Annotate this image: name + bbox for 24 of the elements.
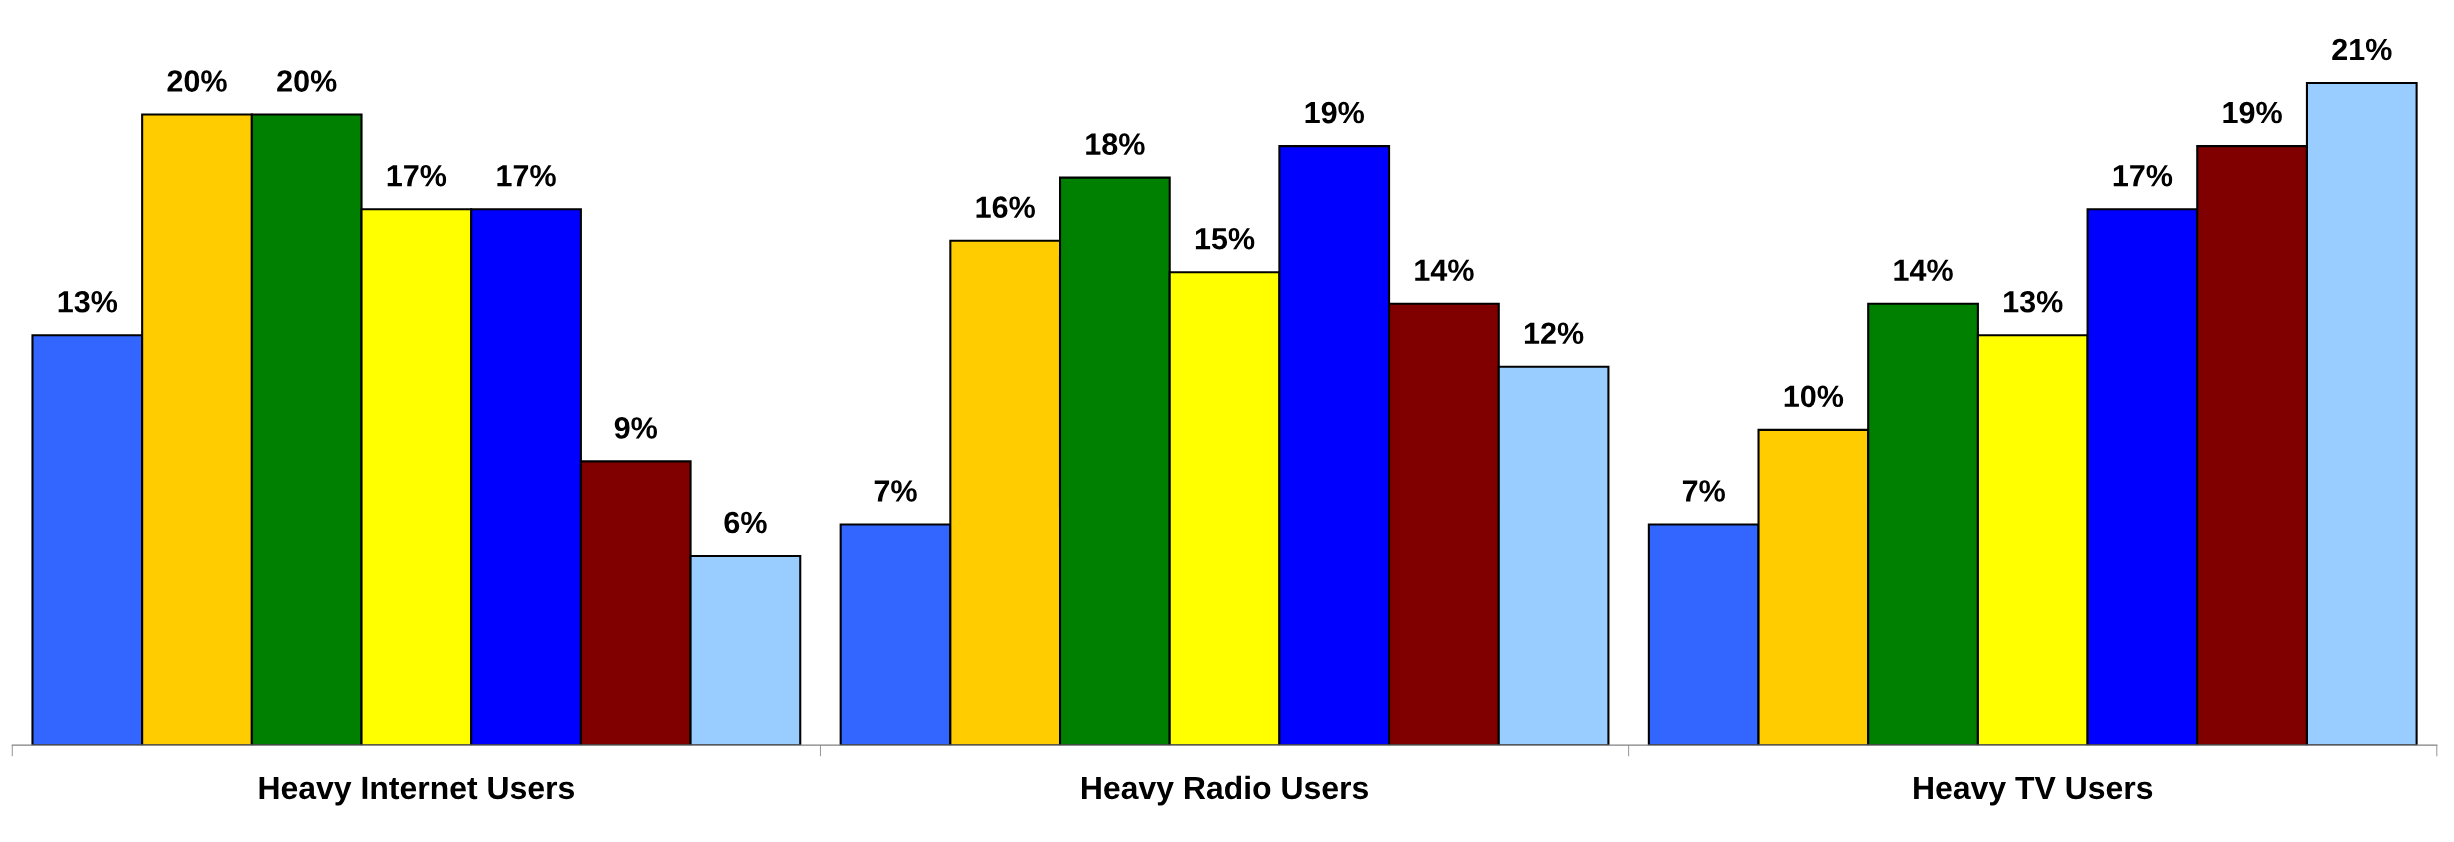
data-label: 18%	[1086, 133, 1145, 155]
data-label: 17%	[2113, 164, 2173, 187]
data-label: 14%	[1415, 259, 1474, 281]
data-label: 7%	[1682, 480, 1725, 502]
data-label: 17%	[497, 164, 556, 187]
data-label: 15%	[1195, 227, 1255, 250]
x-tick-label: Heavy Internet Users	[259, 776, 574, 806]
data-label: 7%	[874, 480, 917, 502]
data-label: 13%	[58, 290, 118, 313]
x-tick-label: Heavy TV Users	[1914, 776, 2153, 806]
data-label: 21%	[2332, 38, 2392, 61]
data-label: 20%	[167, 70, 227, 92]
data-label: 14%	[1894, 259, 1953, 281]
data-label: 6%	[724, 511, 767, 534]
data-label: 17%	[387, 164, 447, 187]
data-label: 16%	[976, 196, 1035, 218]
x-tick-label: Heavy Radio Users	[1081, 775, 1368, 806]
data-label: 9%	[614, 417, 657, 439]
data-label: 19%	[1305, 101, 1364, 124]
data-label: 12%	[1524, 322, 1584, 345]
data-label: 19%	[2223, 101, 2282, 124]
data-label: 20%	[277, 70, 337, 92]
data-label: 13%	[2004, 290, 2063, 313]
data-label: 10%	[1784, 385, 1844, 408]
